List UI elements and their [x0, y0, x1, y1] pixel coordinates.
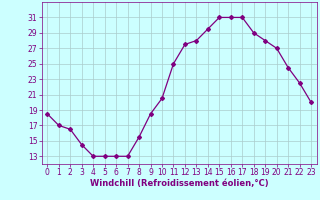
- X-axis label: Windchill (Refroidissement éolien,°C): Windchill (Refroidissement éolien,°C): [90, 179, 268, 188]
